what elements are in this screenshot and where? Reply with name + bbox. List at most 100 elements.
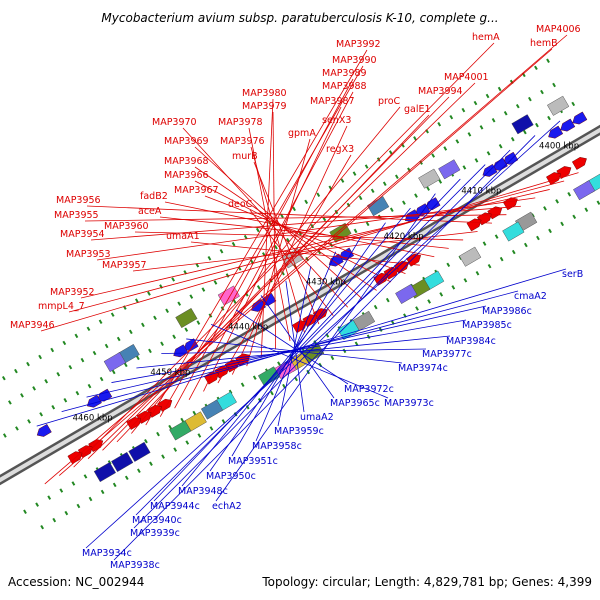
reverse-gene-arrow: [173, 344, 189, 358]
tick-mark: [486, 151, 491, 156]
tick-mark: [426, 186, 430, 191]
feature-box: [511, 114, 534, 135]
leader-line: [36, 268, 567, 427]
leader-line: [161, 348, 427, 354]
tick-mark: [497, 86, 502, 92]
tick-mark: [552, 82, 556, 88]
tick-mark: [14, 368, 18, 374]
leader-line: [248, 127, 291, 341]
leader-line: [250, 146, 305, 333]
tick-mark: [184, 327, 189, 332]
tick-mark: [20, 393, 24, 398]
tick-mark: [281, 271, 285, 276]
leader-line: [87, 82, 476, 460]
leader-line: [272, 111, 277, 350]
tick-mark: [213, 280, 218, 285]
feature-box: [367, 196, 390, 217]
tick-mark: [128, 329, 133, 335]
gene-label: umaA2: [300, 412, 334, 423]
gene-label: MAP3956: [56, 195, 101, 206]
gene-label: senX3: [322, 115, 351, 126]
tick-mark: [491, 118, 496, 123]
gene-label: MAP3934c: [82, 548, 132, 559]
tick-mark: [413, 136, 417, 141]
leader-line: [204, 195, 406, 274]
tick-mark: [437, 122, 442, 127]
tick-mark: [189, 294, 194, 299]
tick-mark: [365, 221, 370, 227]
tick-mark: [438, 179, 443, 184]
tick-mark: [26, 361, 30, 367]
leader-line: [253, 161, 320, 325]
leader-line: [68, 180, 565, 313]
leader-line: [133, 149, 511, 529]
tick-mark: [74, 333, 79, 339]
tick-mark: [499, 256, 504, 262]
leader-line: [231, 125, 348, 375]
gene-label: MAP3952: [50, 287, 95, 298]
feature-box: [573, 180, 596, 201]
gene-label: MAP3953: [66, 249, 111, 260]
gene-label: MAP3970: [152, 117, 197, 128]
gene-label: MAP3959c: [274, 426, 324, 437]
gene-label: MAP3966: [164, 170, 209, 181]
leader-line: [80, 189, 550, 299]
tick-mark: [141, 322, 145, 328]
tick-mark: [503, 110, 508, 116]
tick-mark: [474, 158, 479, 163]
feature-box: [395, 283, 418, 304]
tick-mark: [353, 228, 358, 234]
feature-box: [200, 399, 224, 420]
tick-mark: [23, 509, 27, 514]
tick-mark: [462, 165, 467, 170]
tick-mark: [515, 103, 520, 109]
leader-line: [174, 78, 354, 409]
tick-mark: [352, 171, 357, 176]
tick-mark: [15, 426, 19, 431]
tick-mark: [35, 502, 39, 507]
tick-mark: [382, 181, 387, 187]
gene-label: MAP3992: [336, 39, 381, 50]
tick-mark: [256, 285, 261, 290]
tick-mark: [414, 193, 418, 198]
tick-mark: [243, 234, 248, 240]
leader-line: [255, 251, 337, 442]
tick-mark: [136, 355, 140, 361]
tick-mark: [8, 400, 12, 405]
tick-mark: [172, 334, 177, 339]
leader-line: [113, 135, 536, 561]
leader-line: [86, 305, 487, 398]
leader-line: [85, 120, 561, 549]
tick-mark: [62, 340, 67, 346]
gene-label: MAP3944c: [150, 501, 200, 512]
tick-mark: [485, 93, 490, 99]
tick-mark: [584, 207, 589, 212]
tick-mark: [443, 146, 448, 151]
leader-line: [132, 231, 478, 272]
leader-line: [84, 214, 507, 222]
scale-label: 4420 kbp: [384, 232, 424, 242]
leader-line: [246, 138, 311, 367]
leader-line: [188, 91, 354, 401]
tick-mark: [39, 412, 44, 417]
accession-text: Accession: NC_002944: [8, 575, 144, 589]
tick-mark: [195, 263, 200, 268]
tick-mark: [494, 234, 499, 239]
feature-box: [175, 308, 198, 329]
tick-mark: [451, 285, 456, 290]
tick-mark: [137, 468, 141, 473]
tick-mark: [149, 461, 153, 466]
tick-mark: [487, 263, 492, 269]
gene-label: hemB: [530, 38, 558, 49]
gene-label: MAP3960: [104, 221, 149, 232]
leader-line: [215, 193, 436, 502]
tick-mark: [56, 372, 61, 377]
gene-label: regX3: [326, 144, 354, 155]
backbone-highlight: [0, 127, 600, 483]
tick-mark: [156, 431, 160, 437]
tick-mark: [185, 440, 190, 445]
leader-line: [260, 295, 335, 399]
leader-line: [58, 48, 553, 476]
tick-mark: [197, 433, 202, 438]
tick-mark: [534, 65, 538, 71]
